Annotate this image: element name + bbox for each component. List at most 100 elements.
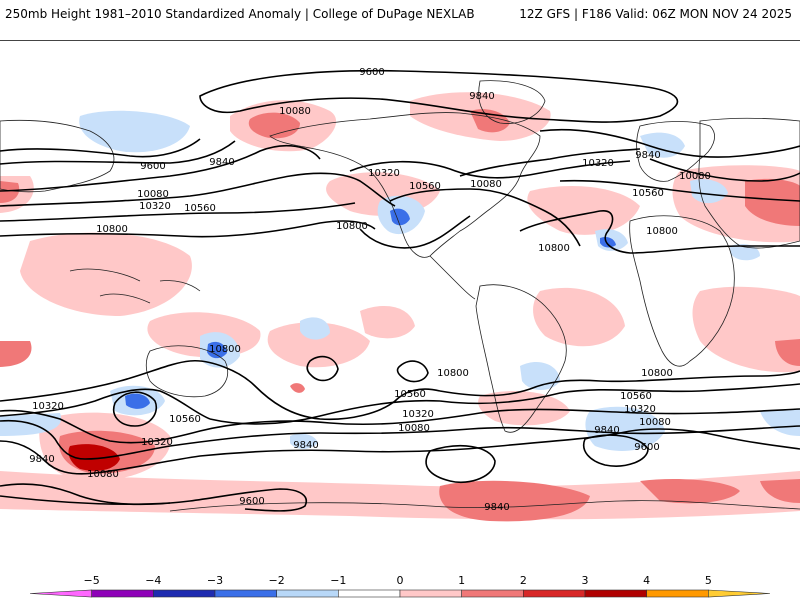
contour-10560-west (0, 202, 356, 222)
colorbar-swatch (338, 589, 401, 598)
africa-outline (629, 215, 735, 367)
label-9600-io: 9600 (634, 442, 659, 453)
colorbar-swatches (29, 589, 771, 598)
contour-9840-sp-loop (425, 445, 496, 483)
contour-10320-south (0, 408, 800, 444)
colorbar-swatch (461, 589, 524, 598)
contour-9840-eu (539, 128, 800, 158)
colorbar-tick-label: −3 (207, 574, 223, 587)
colorbar-tick-label: −2 (269, 574, 285, 587)
contour-10800-io (439, 370, 800, 397)
contour-10560-eu (559, 179, 800, 202)
label-9840-ant: 9840 (484, 502, 509, 513)
label-10560-eu: 10560 (632, 188, 664, 199)
contour-9600-west (0, 138, 201, 158)
label-10560-w: 10560 (184, 203, 216, 214)
label-9840-eu: 9840 (635, 150, 660, 161)
colorbar-swatch (584, 589, 647, 598)
label-10320-atl: 10320 (582, 158, 614, 169)
north-america-outline (269, 112, 541, 258)
label-10800-aus: 10800 (209, 344, 241, 355)
contour-9600-south (0, 483, 307, 512)
colorbar-tick-label: −1 (330, 574, 346, 587)
label-9840-sw: 9840 (29, 454, 54, 465)
contour-10080-west (0, 144, 321, 192)
contour-10560-io (439, 383, 800, 405)
colorbar-tick-label: 5 (705, 574, 712, 587)
contour-10800-na (359, 215, 471, 249)
label-10800-io: 10800 (641, 368, 673, 379)
contour-10320-sw-loop (113, 391, 157, 427)
coastlines (0, 80, 800, 512)
colorbar-tick-label: 4 (643, 574, 650, 587)
colorbar-swatch (276, 589, 339, 598)
asia-west-outline (0, 119, 115, 193)
label-10320-io: 10320 (624, 404, 656, 415)
colorbar-svg: −5 −4 −3 −2 −1 0 1 2 3 4 5 (29, 574, 771, 598)
contour-9840-ant (0, 495, 171, 505)
colorbar-swatch (708, 589, 771, 598)
south-america-outline (475, 284, 567, 433)
colorbar-tick-label: 0 (397, 574, 404, 587)
contour-10560-na (389, 188, 581, 247)
height-contours (0, 69, 800, 512)
antarctica-outline (169, 500, 800, 512)
greenland-outline (478, 80, 546, 124)
label-9840-io: 9840 (594, 425, 619, 436)
label-10320-sw: 10320 (32, 401, 64, 412)
colorbar: −5 −4 −3 −2 −1 0 1 2 3 4 5 (0, 560, 800, 600)
label-10560-na: 10560 (409, 181, 441, 192)
label-9600-n: 9600 (359, 67, 384, 78)
label-10800-atl: 10800 (538, 243, 570, 254)
contour-labels: 9600 9840 10080 9600 9840 10080 10320 10… (29, 67, 711, 513)
contour-9600-north (199, 69, 679, 123)
contour-10080-na (459, 148, 641, 177)
colorbar-ticks: −5 −4 −3 −2 −1 0 1 2 3 4 5 (84, 574, 712, 587)
contour-9840-west (0, 140, 236, 165)
label-9600-s: 9600 (239, 496, 264, 507)
label-10320-na: 10320 (368, 168, 400, 179)
colorbar-swatch (153, 589, 216, 598)
label-9600-w: 9600 (140, 161, 165, 172)
colorbar-tick-label: −4 (145, 574, 161, 587)
contour-9600-io-loop (583, 434, 649, 467)
label-10800-sp: 10800 (437, 368, 469, 379)
label-10320-w: 10320 (139, 201, 171, 212)
colorbar-tick-label: 3 (582, 574, 589, 587)
colorbar-tick-label: 1 (458, 574, 465, 587)
contour-9840-io (619, 428, 800, 450)
colorbar-tick-label: 2 (520, 574, 527, 587)
label-10080-w: 10080 (137, 189, 169, 200)
colorbar-swatch (91, 589, 154, 598)
contour-10800-af (519, 210, 800, 254)
colorbar-swatch (399, 589, 462, 598)
label-10320-aus: 10320 (141, 437, 173, 448)
maritime-continent-outline (69, 268, 201, 304)
colorbar-swatch (29, 589, 92, 598)
contour-10800-south-w (0, 360, 191, 402)
label-10800-pac: 10800 (336, 221, 368, 232)
label-10080-io: 10080 (639, 417, 671, 428)
contour-10560-sw (0, 388, 211, 420)
label-9840-na: 9840 (469, 91, 494, 102)
label-10560-aus: 10560 (169, 414, 201, 425)
map-panel: 9600 9840 10080 9600 9840 10080 10320 10… (0, 40, 800, 561)
contour-10320-west (0, 172, 396, 207)
header: 250mb Height 1981–2010 Standardized Anom… (0, 0, 800, 40)
map-title: 250mb Height 1981–2010 Standardized Anom… (5, 7, 475, 21)
contour-10800-aus (189, 360, 441, 421)
contour-10800-sp-loop (306, 355, 339, 382)
label-10320-sp: 10320 (402, 409, 434, 420)
anomaly-map: 9600 9840 10080 9600 9840 10080 10320 10… (0, 41, 800, 561)
colorbar-swatch (523, 589, 586, 598)
label-10080-sw: 10080 (87, 469, 119, 480)
label-10080-pac: 10080 (279, 106, 311, 117)
label-10080-na: 10080 (470, 179, 502, 190)
colorbar-swatch (214, 589, 277, 598)
label-10560-sp: 10560 (394, 389, 426, 400)
contour-10800-west (0, 220, 376, 238)
colorbar-swatch (646, 589, 709, 598)
label-10800-w: 10800 (96, 224, 128, 235)
colorbar-tick-label: −5 (84, 574, 100, 587)
contour-10080-eu (649, 158, 800, 182)
